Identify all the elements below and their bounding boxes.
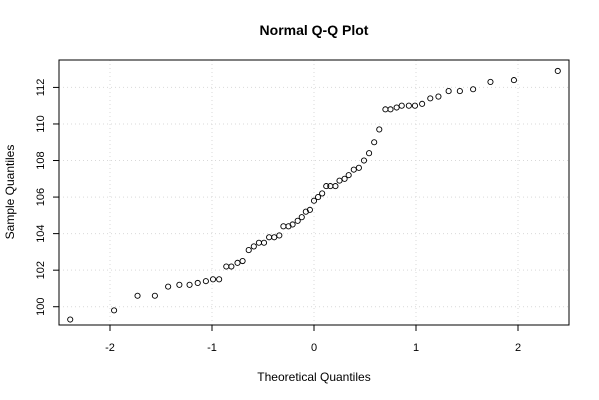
y-tick-label: 106 bbox=[35, 188, 47, 206]
data-point bbox=[228, 263, 235, 270]
data-point bbox=[294, 217, 301, 224]
data-point bbox=[360, 157, 368, 164]
data-point bbox=[280, 223, 287, 230]
data-point bbox=[332, 183, 339, 190]
y-tick-label: 112 bbox=[35, 79, 47, 97]
data-point bbox=[245, 247, 252, 254]
data-point bbox=[371, 139, 378, 146]
data-point bbox=[336, 177, 343, 184]
x-axis: -2 -1 0 1 2 bbox=[105, 325, 521, 354]
data-point bbox=[239, 257, 246, 265]
data-point bbox=[487, 78, 494, 85]
x-tick-label: -2 bbox=[105, 342, 115, 354]
data-point bbox=[355, 164, 362, 171]
data-point bbox=[341, 175, 348, 182]
grid bbox=[59, 60, 569, 325]
x-tick-label: -1 bbox=[207, 342, 217, 354]
data-point bbox=[306, 206, 313, 213]
y-tick-label: 100 bbox=[35, 298, 47, 316]
data-point bbox=[510, 77, 517, 84]
data-point bbox=[186, 281, 193, 288]
data-point bbox=[387, 106, 394, 113]
data-point bbox=[382, 106, 389, 113]
y-axis-label: Sample Quantiles bbox=[3, 145, 17, 240]
data-point bbox=[176, 281, 183, 288]
data-point bbox=[289, 221, 296, 228]
y-tick-label: 104 bbox=[35, 224, 47, 242]
data-point bbox=[435, 93, 442, 100]
data-point bbox=[554, 67, 561, 75]
data-point bbox=[134, 292, 141, 299]
data-point bbox=[323, 183, 330, 190]
data-point bbox=[456, 88, 463, 95]
y-tick-label: 108 bbox=[35, 151, 47, 169]
data-point bbox=[202, 278, 209, 285]
chart-title: Normal Q-Q Plot bbox=[260, 22, 369, 38]
data-point bbox=[165, 283, 172, 290]
x-tick-label: 1 bbox=[413, 342, 419, 354]
data-point bbox=[209, 276, 217, 283]
data-point bbox=[366, 150, 373, 157]
x-tick-label: 2 bbox=[515, 342, 521, 354]
data-point bbox=[445, 88, 452, 95]
data-point bbox=[255, 239, 262, 246]
data-point bbox=[319, 190, 326, 197]
y-tick-label: 110 bbox=[35, 115, 47, 133]
data-point bbox=[266, 234, 273, 241]
data-point bbox=[393, 104, 400, 111]
data-point bbox=[411, 102, 419, 109]
y-axis: 100 102 104 106 108 110 112 bbox=[35, 79, 59, 316]
data-point bbox=[111, 307, 118, 314]
y-tick-label: 102 bbox=[35, 261, 47, 279]
data-point bbox=[250, 243, 257, 250]
x-axis-label: Theoretical Quantiles bbox=[257, 370, 370, 384]
data-point bbox=[271, 234, 278, 241]
data-point bbox=[260, 239, 268, 246]
data-point bbox=[350, 166, 357, 173]
data-point bbox=[310, 197, 318, 204]
data-point bbox=[470, 86, 477, 93]
data-point bbox=[398, 102, 405, 109]
data-point bbox=[194, 279, 201, 287]
data-point bbox=[234, 259, 241, 266]
data-point bbox=[427, 95, 434, 102]
data-point bbox=[67, 316, 74, 323]
data-point bbox=[345, 172, 352, 179]
data-point bbox=[376, 126, 383, 133]
data-point bbox=[405, 102, 412, 109]
data-point bbox=[419, 100, 426, 107]
points bbox=[67, 67, 561, 323]
data-point bbox=[216, 276, 223, 283]
x-tick-label: 0 bbox=[311, 342, 317, 354]
data-point bbox=[151, 292, 158, 299]
data-point bbox=[223, 263, 230, 270]
data-point bbox=[276, 232, 283, 239]
data-point bbox=[298, 214, 305, 221]
data-point bbox=[315, 194, 322, 201]
